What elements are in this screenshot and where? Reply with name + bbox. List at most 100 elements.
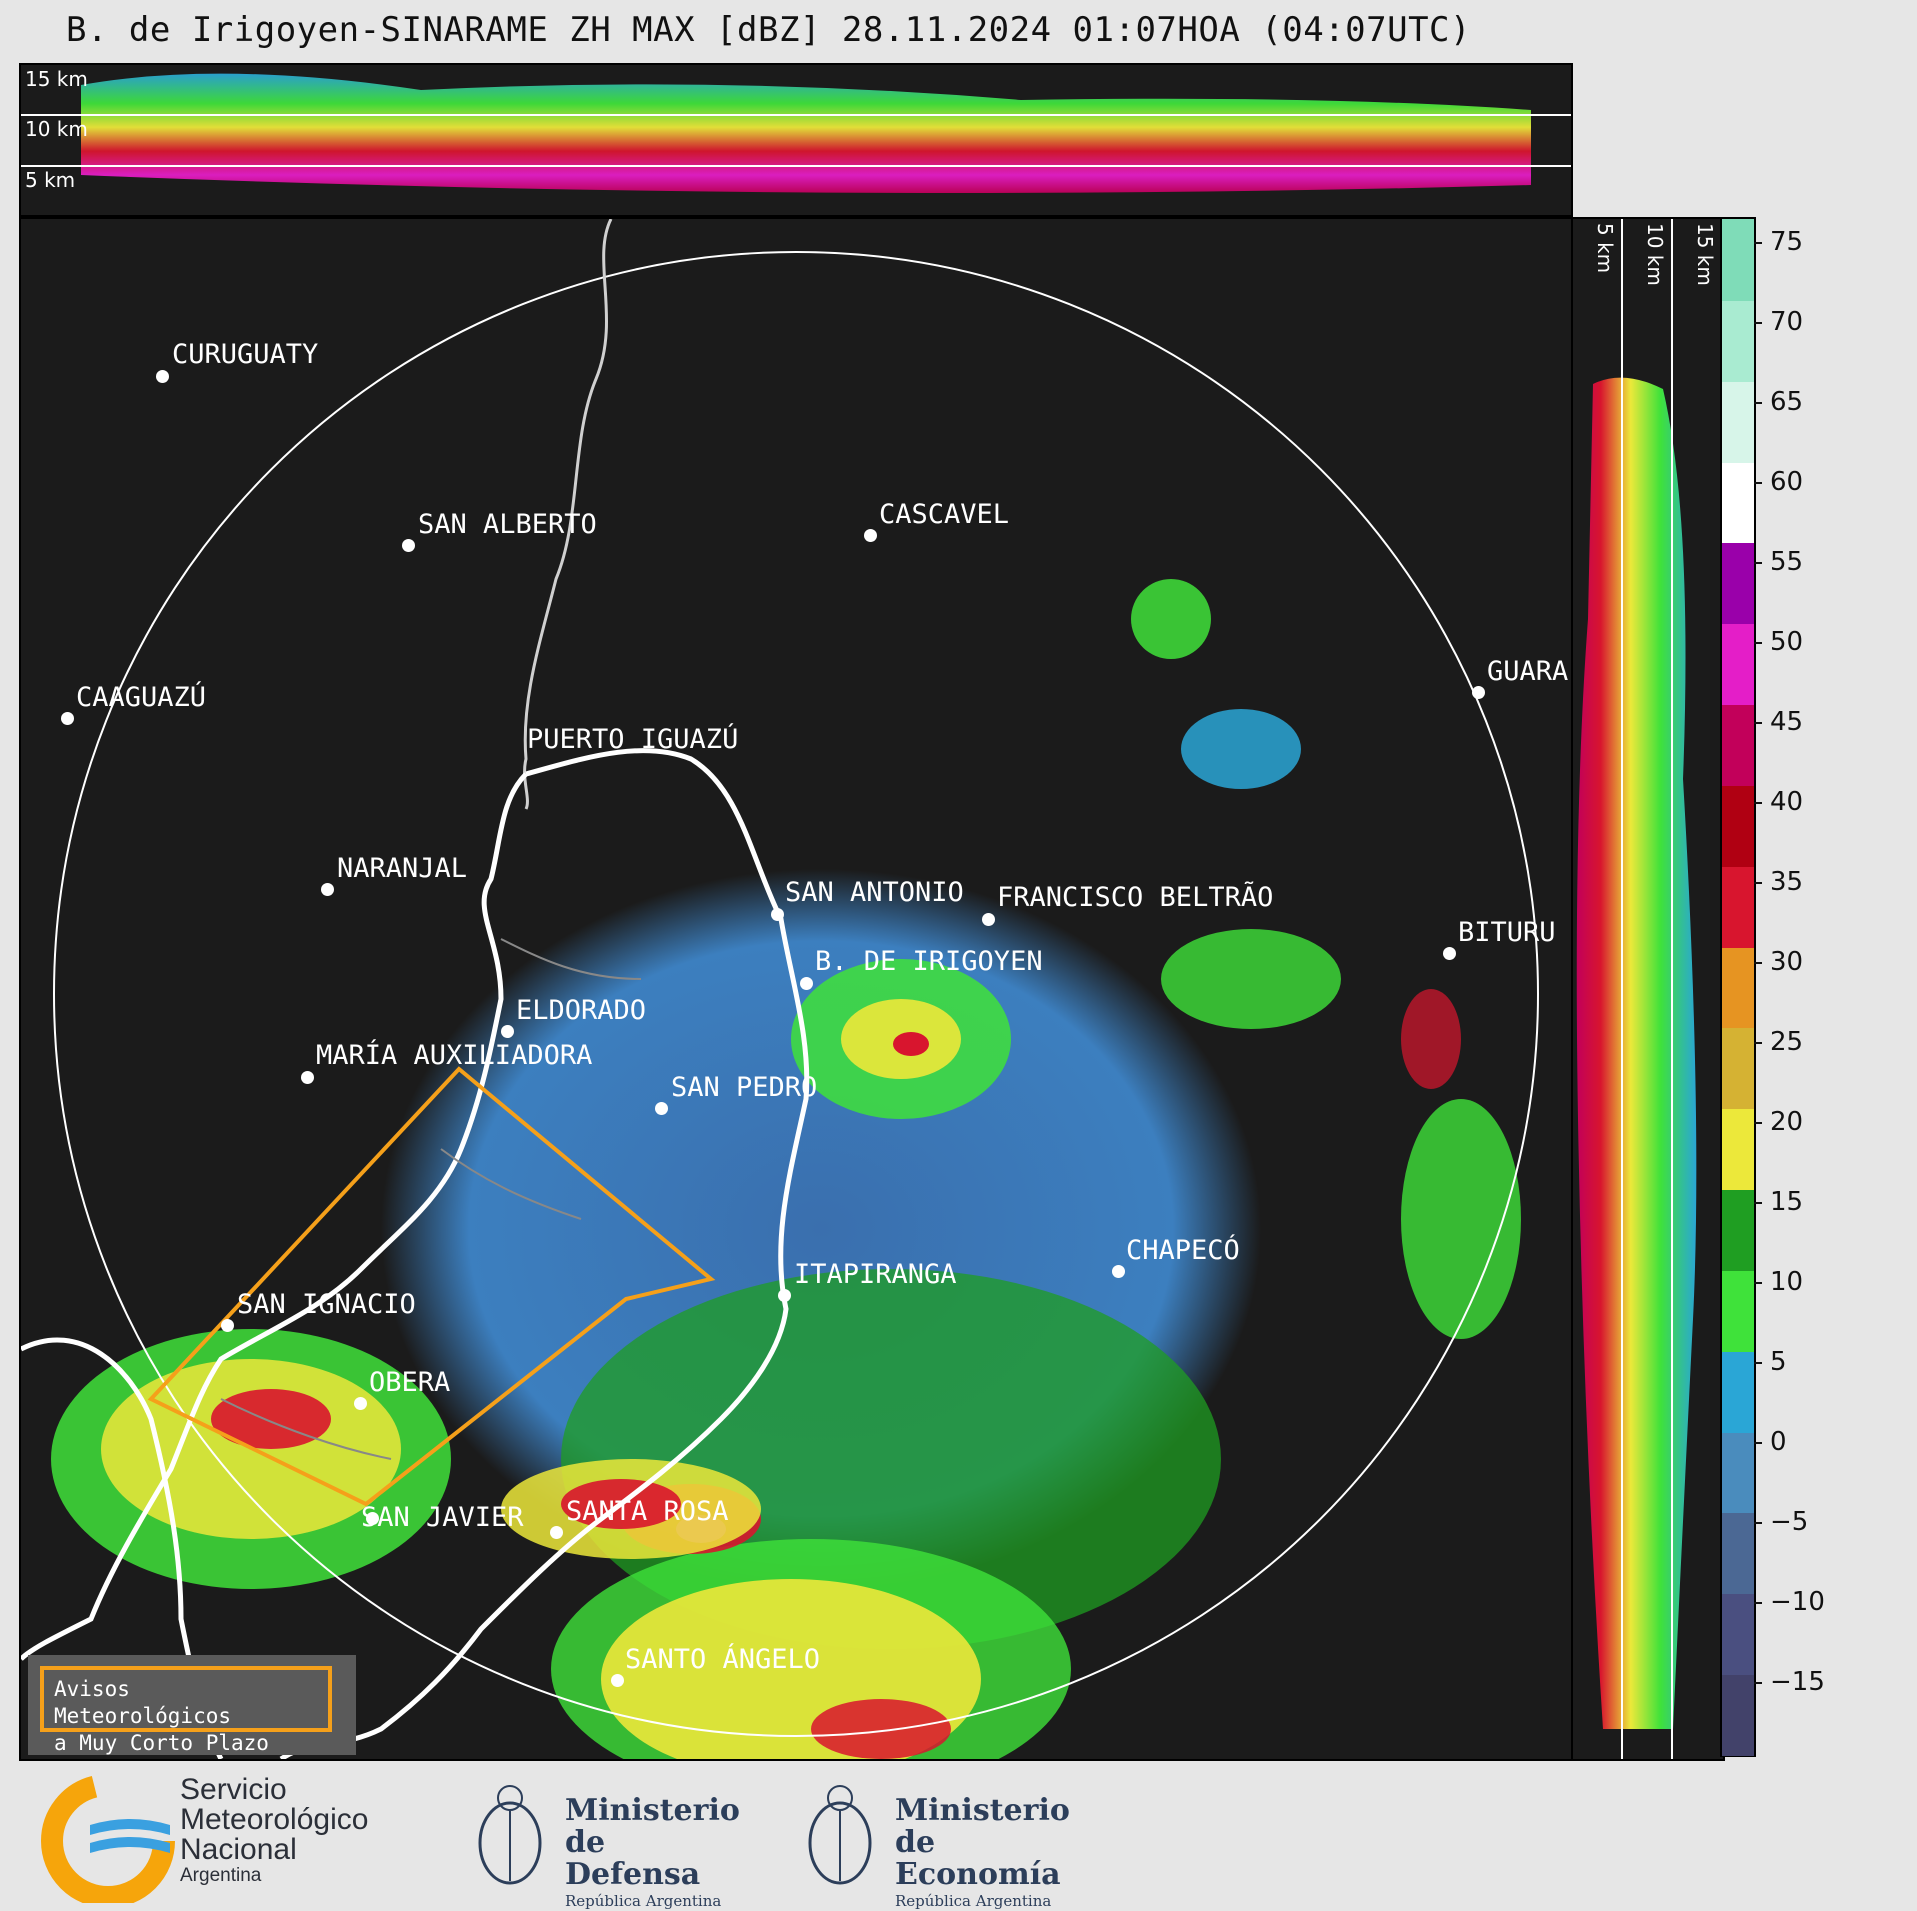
city-label-guara: GUARA <box>1487 656 1569 687</box>
dbz-colorbar <box>1720 217 1756 1757</box>
city-dot-san-ignacio[interactable] <box>221 1319 234 1332</box>
height-label-5km: 5 km <box>25 168 76 192</box>
colorbar-segment <box>1722 784 1754 867</box>
city-dot-naranjal[interactable] <box>321 883 334 896</box>
top-cross-section-echo <box>21 73 1571 193</box>
colorbar-segment <box>1722 623 1754 706</box>
colorbar-segment <box>1722 1269 1754 1352</box>
colorbar-tick: 35 <box>1753 867 1803 897</box>
colorbar-tick: 5 <box>1754 1347 1787 1377</box>
colorbar-segment <box>1722 1674 1754 1756</box>
city-dot-san-alberto[interactable] <box>402 539 415 552</box>
city-label-san-pedro: SAN PEDRO <box>671 1072 818 1103</box>
city-label-maria-auxiliadora: MARÍA AUXILIADORA <box>316 1040 593 1071</box>
colorbar-segment <box>1722 542 1754 625</box>
range-ring <box>53 251 1539 1737</box>
city-label-itapiranga: ITAPIRANGA <box>794 1259 957 1290</box>
city-label-san-alberto: SAN ALBERTO <box>418 509 597 540</box>
colorbar-tick: −15 <box>1754 1667 1825 1697</box>
side-height-label-10km: 10 km <box>1643 223 1667 286</box>
colorbar-segment <box>1722 1108 1754 1191</box>
economia-line3: República Argentina <box>895 1892 1052 1910</box>
economia-line2: de Economía <box>895 1825 1061 1892</box>
warning-polygon[interactable] <box>147 1066 716 1507</box>
aviso-box[interactable]: Avisos Meteorológicos a Muy Corto Plazo <box>28 1655 356 1755</box>
smn-name-line1: Servicio <box>180 1773 287 1806</box>
city-label-eldorado: ELDORADO <box>516 995 647 1026</box>
colorbar-tick: 0 <box>1754 1427 1787 1457</box>
city-dot-san-pedro[interactable] <box>655 1102 668 1115</box>
height-label-10km: 10 km <box>25 117 88 141</box>
city-label-san-antonio: SAN ANTONIO <box>785 877 964 908</box>
colorbar-segment <box>1722 946 1754 1029</box>
colorbar-segment <box>1722 704 1754 786</box>
radar-map[interactable]: CURUGUATY SAN ALBERTO CAAGUAZÚ CASCAVEL … <box>19 217 1573 1761</box>
city-label-b-de-irigoyen: B. DE IRIGOYEN <box>815 946 1043 977</box>
height-label-15km: 15 km <box>25 67 88 91</box>
city-dot-guara[interactable] <box>1472 686 1485 699</box>
smn-logo: Servicio Meteorológico Nacional Argentin… <box>40 1765 420 1905</box>
colorbar-tick: 70 <box>1753 307 1803 337</box>
colorbar-segment <box>1722 1350 1754 1433</box>
defensa-logo: Ministerio de Defensa República Argentin… <box>470 1765 750 1910</box>
smn-name-line3: Nacional <box>180 1833 297 1866</box>
aviso-frame: Avisos Meteorológicos a Muy Corto Plazo <box>40 1666 332 1755</box>
colorbar-segment <box>1722 1027 1754 1110</box>
city-dot-chapeco[interactable] <box>1112 1265 1125 1278</box>
city-label-chapeco: CHAPECÓ <box>1126 1235 1240 1266</box>
colorbar-tick: 75 <box>1753 227 1803 257</box>
city-dot-caaguazu[interactable] <box>61 712 74 725</box>
defensa-line3: República Argentina <box>565 1892 722 1910</box>
city-dot-curuguaty[interactable] <box>156 370 169 383</box>
city-dot-eldorado[interactable] <box>501 1025 514 1038</box>
colorbar-segment <box>1722 865 1754 948</box>
city-label-bituru: BITURU <box>1458 917 1556 948</box>
defensa-line1: Ministerio <box>565 1793 740 1828</box>
city-dot-santa-rosa[interactable] <box>550 1526 563 1539</box>
colorbar-tick: 55 <box>1753 547 1803 577</box>
city-dot-itapiranga[interactable] <box>778 1289 791 1302</box>
city-label-caaguazu: CAAGUAZÚ <box>76 682 207 713</box>
city-dot-cascavel[interactable] <box>864 529 877 542</box>
city-dot-b-de-irigoyen[interactable] <box>800 977 813 990</box>
radar-map-canvas <box>21 219 1539 1759</box>
colorbar-tick: 40 <box>1753 787 1803 817</box>
aviso-line1: Avisos Meteorológicos <box>54 1677 232 1728</box>
city-label-cascavel: CASCAVEL <box>879 499 1010 530</box>
defensa-line2: de Defensa <box>565 1825 701 1892</box>
city-label-curuguaty: CURUGUATY <box>172 339 319 370</box>
side-cross-section-panel: 5 km 10 km 15 km <box>1571 217 1725 1761</box>
city-label-francisco-beltrao: FRANCISCO BELTRÃO <box>997 882 1274 913</box>
colorbar-tick: 60 <box>1753 467 1803 497</box>
city-label-san-javier: SAN JAVIER <box>361 1502 524 1533</box>
city-dot-san-javier[interactable] <box>366 1512 379 1525</box>
colorbar-segment <box>1722 380 1754 463</box>
colorbar-tick: −5 <box>1753 1507 1808 1537</box>
coat-of-arms-icon <box>478 1785 542 1885</box>
colorbar-segment <box>1722 1431 1754 1514</box>
economia-line1: Ministerio <box>895 1793 1070 1828</box>
city-label-santa-rosa: SANTA ROSA <box>566 1496 729 1527</box>
smn-name-line2: Meteorológico <box>180 1803 369 1836</box>
city-dot-san-antonio[interactable] <box>771 908 784 921</box>
colorbar-segment <box>1722 1512 1754 1595</box>
colorbar-segment <box>1722 219 1754 301</box>
city-dot-bituru[interactable] <box>1443 947 1456 960</box>
city-dot-francisco-beltrao[interactable] <box>982 913 995 926</box>
map-title: B. de Irigoyen-SINARAME ZH MAX [dBZ] 28.… <box>66 10 1471 50</box>
smn-logo-icon <box>41 1774 175 1903</box>
colorbar-segment <box>1722 299 1754 382</box>
city-dot-maria-auxiliadora[interactable] <box>301 1071 314 1084</box>
economia-logo: Ministerio de Economía República Argenti… <box>800 1765 1100 1910</box>
colorbar-tick: 30 <box>1753 947 1803 977</box>
city-label-obera: OBERA <box>369 1367 451 1398</box>
colorbar-tick: 20 <box>1753 1107 1803 1137</box>
side-height-label-15km: 15 km <box>1693 223 1717 286</box>
colorbar-tick: 10 <box>1753 1267 1803 1297</box>
side-height-label-5km: 5 km <box>1593 223 1617 274</box>
city-dot-obera[interactable] <box>354 1397 367 1410</box>
side-cross-section-echo <box>1576 219 1697 1759</box>
smn-name-line4: Argentina <box>180 1865 262 1886</box>
colorbar-segment <box>1722 1593 1754 1676</box>
city-dot-santo-angelo[interactable] <box>611 1674 624 1687</box>
